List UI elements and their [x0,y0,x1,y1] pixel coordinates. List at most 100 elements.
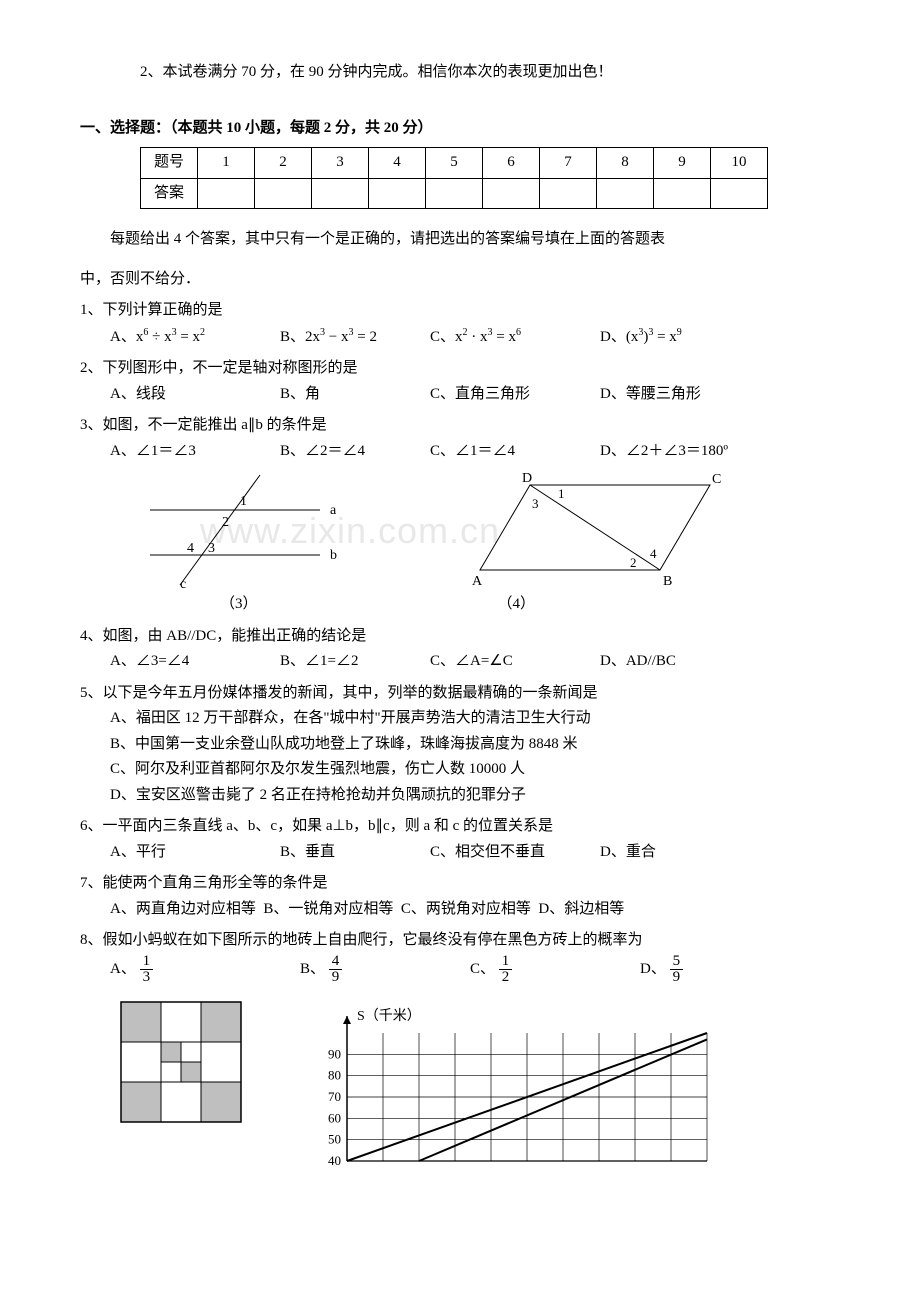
bottom-figures: S（千米）908070605040 [80,1001,840,1171]
tile-grid-svg [120,1001,242,1123]
frac-num: 5 [670,954,684,970]
stem: 7、能使两个直角三角形全等的条件是 [80,871,840,897]
option-c[interactable]: C、x2 · x3 = x6 [430,324,600,351]
option-a[interactable]: A、 13 [110,954,300,985]
option-a[interactable]: A、x6 ÷ x3 = x2 [110,324,280,351]
label-b: b [330,548,337,563]
option-c[interactable]: C、 12 [470,954,640,985]
option-a[interactable]: A、平行 [110,840,280,866]
frac-den: 2 [499,970,513,985]
instruction-line: 每题给出 4 个答案，其中只有一个是正确的，请把选出的答案编号填在上面的答题表 [80,227,840,253]
table-row: 答案 [141,178,768,209]
frac-num: 1 [140,954,154,970]
options: A、x6 ÷ x3 = x2 B、2x3 − x3 = 2 C、x2 · x3 … [80,324,840,351]
stem: 3、如图，不一定能推出 a∥b 的条件是 [80,413,840,439]
label-2: 2 [630,555,637,570]
option-b[interactable]: B、2x3 − x3 = 2 [280,324,430,351]
figure-3-svg: a b c 1 2 3 4 [120,470,340,590]
distance-chart-svg: S（千米）908070605040 [302,1001,722,1171]
question-1: 1、下列计算正确的是 A、x6 ÷ x3 = x2 B、2x3 − x3 = 2… [80,298,840,350]
stem: 2、下列图形中，不一定是轴对称图形的是 [80,356,840,382]
option-c[interactable]: C、两锐角对应相等 [401,901,531,917]
option-b[interactable]: B、∠1=∠2 [280,649,430,675]
option-b[interactable]: B、中国第一支业余登山队成功地登上了珠峰，珠峰海拔高度为 8848 米 [110,732,840,758]
instruction-line: 中，否则不给分． [80,267,840,293]
option-d[interactable]: D、斜边相等 [538,901,624,917]
fig3-label: （3） [220,592,258,618]
option-c[interactable]: C、阿尔及利亚首都阿尔及尔发生强烈地震，伤亡人数 10000 人 [110,757,840,783]
figure-row: www.zixin.com.cn a b c 1 2 3 4 A B C D 1… [80,470,840,590]
answer-cell[interactable] [711,178,768,209]
option-d[interactable]: D、(x3)3 = x9 [600,324,770,351]
section-1-title: 一、选择题：（本题共 10 小题，每题 2 分，共 20 分） [80,116,840,142]
stem: 8、假如小蚂蚁在如下图所示的地砖上自由爬行，它最终没有停在黑色方砖上的概率为 [80,928,840,954]
frac-num: 4 [329,954,343,970]
col-head: 10 [711,148,768,179]
option-b[interactable]: B、∠2＝∠4 [280,439,430,465]
label-A: A [472,574,483,589]
col-head: 5 [426,148,483,179]
col-head: 1 [198,148,255,179]
answer-cell[interactable] [255,178,312,209]
col-head: 4 [369,148,426,179]
answer-cell[interactable] [426,178,483,209]
options: A、 13 B、 49 C、 12 D、 59 [80,954,840,985]
option-a[interactable]: A、两直角边对应相等 [110,901,256,917]
svg-text:40: 40 [328,1153,341,1168]
option-b[interactable]: B、角 [280,382,430,408]
label-4: 4 [650,546,657,561]
col-head: 6 [483,148,540,179]
question-5: 5、以下是今年五月份媒体播发的新闻，其中，列举的数据最精确的一条新闻是 A、福田… [80,681,840,809]
option-d[interactable]: D、宝安区巡警击毙了 2 名正在持枪抢劫并负隅顽抗的犯罪分子 [110,783,840,809]
col-head: 8 [597,148,654,179]
stem: 5、以下是今年五月份媒体播发的新闻，其中，列举的数据最精确的一条新闻是 [80,681,840,707]
question-2: 2、下列图形中，不一定是轴对称图形的是 A、线段 B、角 C、直角三角形 D、等… [80,356,840,407]
stem: 4、如图，由 AB//DC，能推出正确的结论是 [80,624,840,650]
option-b[interactable]: B、 49 [300,954,470,985]
answer-cell[interactable] [483,178,540,209]
opt-label: C、 [470,960,495,976]
option-a[interactable]: A、∠3=∠4 [110,649,280,675]
label-a: a [330,503,337,518]
option-d[interactable]: D、∠2＋∠3＝180º [600,439,770,465]
option-d[interactable]: D、AD//BC [600,649,770,675]
col-head: 7 [540,148,597,179]
option-d[interactable]: D、重合 [600,840,770,866]
option-a[interactable]: A、福田区 12 万干部群众，在各"城中村"开展声势浩大的清洁卫生大行动 [110,706,840,732]
option-c[interactable]: C、∠1＝∠4 [430,439,600,465]
option-c[interactable]: C、直角三角形 [430,382,600,408]
answer-cell[interactable] [597,178,654,209]
stem: 1、下列计算正确的是 [80,298,840,324]
answer-cell[interactable] [312,178,369,209]
option-b[interactable]: B、一锐角对应相等 [263,901,393,917]
option-c[interactable]: C、∠A=∠C [430,649,600,675]
label-3: 3 [532,496,539,511]
answer-cell[interactable] [198,178,255,209]
label-C: C [712,472,721,487]
option-c[interactable]: C、相交但不垂直 [430,840,600,866]
answer-cell[interactable] [654,178,711,209]
svg-text:90: 90 [328,1046,341,1061]
question-6: 6、一平面内三条直线 a、b、c，如果 a⊥b，b∥c，则 a 和 c 的位置关… [80,814,840,865]
svg-text:80: 80 [328,1067,341,1082]
answer-cell[interactable] [540,178,597,209]
label-c: c [180,577,186,590]
option-a[interactable]: A、线段 [110,382,280,408]
option-d[interactable]: D、 59 [640,954,683,985]
question-8: 8、假如小蚂蚁在如下图所示的地砖上自由爬行，它最终没有停在黑色方砖上的概率为 A… [80,928,840,985]
svg-text:60: 60 [328,1110,341,1125]
option-a[interactable]: A、∠1＝∠3 [110,439,280,465]
answer-cell[interactable] [369,178,426,209]
question-7: 7、能使两个直角三角形全等的条件是 A、两直角边对应相等 B、一锐角对应相等 C… [80,871,840,922]
option-d[interactable]: D、等腰三角形 [600,382,770,408]
col-head: 9 [654,148,711,179]
label-D: D [522,471,532,486]
stem: 6、一平面内三条直线 a、b、c，如果 a⊥b，b∥c，则 a 和 c 的位置关… [80,814,840,840]
fig4-label: （4） [498,592,536,618]
options: A、∠1＝∠3 B、∠2＝∠4 C、∠1＝∠4 D、∠2＋∠3＝180º [80,439,840,465]
svg-text:70: 70 [328,1089,341,1104]
instruction-text: 每题给出 4 个答案，其中只有一个是正确的，请把选出的答案编号填在上面的答题表 [110,231,665,247]
option-b[interactable]: B、垂直 [280,840,430,866]
label-1: 1 [558,486,565,501]
opt-label: B、 [300,960,325,976]
